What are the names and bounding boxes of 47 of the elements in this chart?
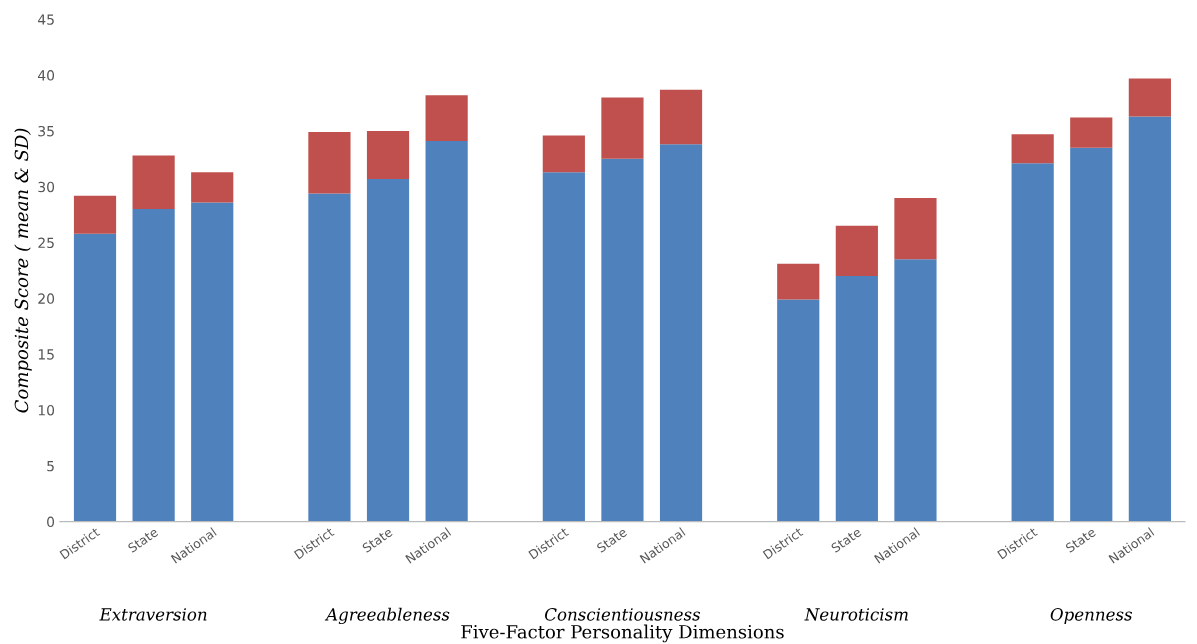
bar xyxy=(835,225,878,277)
bar xyxy=(191,202,234,522)
bar xyxy=(659,89,703,145)
y-tick-label: 25 xyxy=(38,237,54,249)
bar xyxy=(366,178,410,522)
y-tick-label: 10 xyxy=(38,404,55,416)
text: Conscientiousness xyxy=(545,608,701,621)
text: Neuroticism xyxy=(804,608,908,621)
bar xyxy=(894,259,937,522)
text: Extraversion xyxy=(99,608,207,621)
y-tick-label: 20 xyxy=(38,293,55,304)
bar xyxy=(542,172,585,522)
bar xyxy=(601,158,644,522)
bar xyxy=(1128,78,1171,117)
bar xyxy=(366,130,410,179)
bar xyxy=(542,135,585,173)
bar xyxy=(132,209,175,522)
y-tick-label: 40 xyxy=(37,70,55,81)
text: Agreeableness xyxy=(324,607,450,625)
bar xyxy=(777,299,820,522)
bar xyxy=(132,155,175,210)
bar xyxy=(1070,147,1113,522)
bar xyxy=(1011,163,1054,522)
y-tick-label: 35 xyxy=(38,125,54,137)
bar xyxy=(1011,134,1054,164)
bar xyxy=(73,195,117,234)
x-axis-title: Five-Factor Personality Dimensions xyxy=(461,624,784,643)
y-tick-label: 5 xyxy=(47,460,54,472)
bar xyxy=(894,197,937,260)
bar xyxy=(601,97,644,159)
y-tick-label: 30 xyxy=(38,181,55,193)
bar xyxy=(73,233,117,522)
y-tick-label: 15 xyxy=(38,349,54,360)
bar xyxy=(1070,117,1113,148)
bar xyxy=(308,132,351,194)
bar xyxy=(835,276,878,522)
bar xyxy=(191,172,234,203)
y-tick-label: 45 xyxy=(37,14,54,25)
bar xyxy=(308,193,351,522)
bar xyxy=(425,140,468,522)
bar xyxy=(659,144,703,522)
y-axis-title: Composite Score ( mean & SD) xyxy=(14,128,32,413)
y-tick-label: 0 xyxy=(47,516,55,528)
bar xyxy=(1128,116,1171,522)
bar xyxy=(425,95,468,141)
text: Openness xyxy=(1050,608,1133,624)
bar xyxy=(777,263,820,300)
